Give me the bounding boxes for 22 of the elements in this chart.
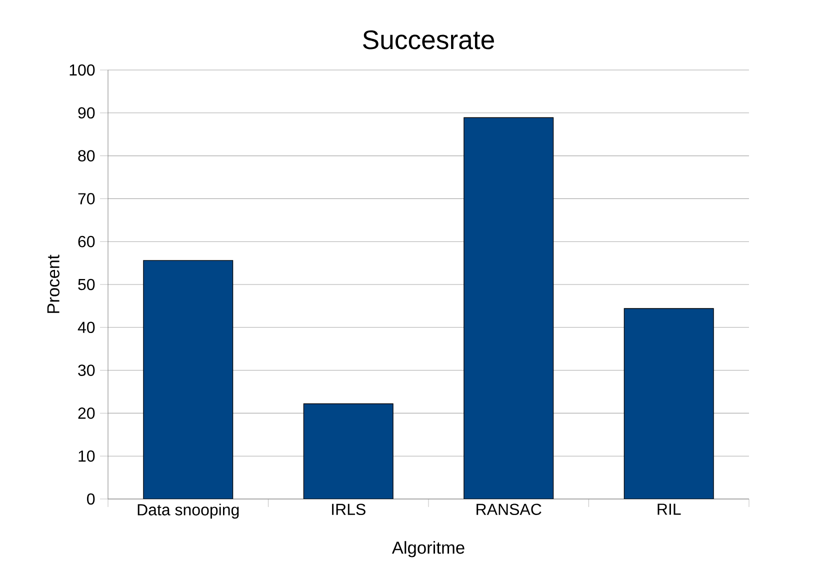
y-tick-label: 0	[87, 493, 95, 505]
y-tick-label: 70	[78, 193, 95, 204]
y-tick-label: 20	[78, 408, 95, 419]
y-axis-title: Procent	[47, 254, 60, 313]
y-tick-label: 90	[78, 107, 95, 119]
bar	[143, 260, 234, 499]
x-tick-label: RIL	[658, 504, 681, 515]
chart-title: Succesrate	[363, 30, 494, 50]
y-tick-label: 50	[78, 278, 95, 290]
y-tick-label: 100	[70, 64, 95, 76]
y-tick-label: 10	[78, 450, 95, 462]
bar	[464, 117, 554, 499]
x-tick-label: Data snooping	[138, 504, 239, 519]
bar	[303, 403, 394, 499]
y-tick-label: 80	[78, 150, 95, 162]
x-axis-title: Algoritme	[392, 541, 464, 558]
y-tick-label: 60	[78, 236, 95, 248]
x-tick-label: RANSAC	[476, 504, 542, 516]
bar	[624, 308, 714, 499]
y-tick-label: 30	[78, 364, 95, 376]
x-tick-label: IRLS	[332, 504, 366, 516]
y-tick-label: 40	[78, 322, 95, 334]
